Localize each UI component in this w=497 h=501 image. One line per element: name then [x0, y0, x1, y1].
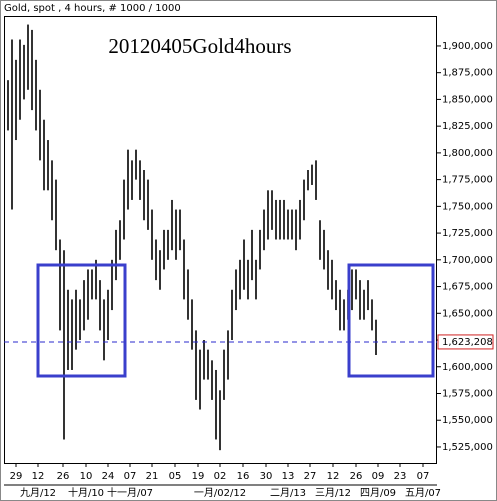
x-tick-label: 27: [304, 471, 317, 482]
y-tick-label: 1,825,000: [442, 121, 493, 132]
y-tick-label: 1,650,000: [442, 308, 493, 319]
month-label: 五月/07: [405, 487, 441, 499]
y-tick-label: 1,900,000: [442, 41, 493, 52]
x-tick-label: 19: [192, 471, 205, 482]
current-price-box: [437, 334, 494, 350]
y-tick-label: 1,575,000: [442, 388, 493, 399]
x-tick-label: 30: [260, 471, 273, 482]
y-tick-label: 1,850,000: [442, 94, 493, 105]
month-label: 十月/10: [68, 486, 104, 499]
y-tick-label: 1,775,000: [442, 175, 493, 186]
month-label: 十一月/07: [107, 486, 153, 499]
month-label: 一月/02/12: [194, 487, 246, 499]
y-tick-label: 1,600,000: [442, 362, 493, 373]
annotation: 20120405Gold4hours: [108, 34, 291, 58]
x-tick-label: 24: [102, 471, 115, 482]
y-tick-label: 1,525,000: [442, 442, 493, 453]
month-label: 四月/09: [360, 487, 396, 499]
x-tick-label: 12: [327, 471, 340, 482]
x-tick-label: 13: [282, 471, 295, 482]
current-price-label: 1,623,208: [442, 337, 493, 348]
x-tick-label: 26: [350, 471, 363, 482]
y-tick-label: 1,700,000: [442, 255, 493, 266]
month-label: 三月/12: [315, 487, 351, 499]
x-tick-label: 10: [80, 471, 93, 482]
highlight-box: [36, 263, 127, 378]
y-tick-label: 1,800,000: [442, 148, 493, 159]
highlight-box: [347, 263, 435, 378]
x-tick-label: 07: [417, 471, 430, 482]
y-tick-label: 1,875,000: [442, 68, 493, 79]
y-tick-label: 1,725,000: [442, 228, 493, 239]
x-tick-label: 21: [146, 471, 159, 482]
x-tick-label: 05: [169, 471, 182, 482]
x-tick-label: 29: [10, 471, 23, 482]
month-label: 九月/12: [20, 487, 56, 499]
x-tick-label: 09: [372, 471, 385, 482]
chart-header: Gold, spot , 4 hours, # 1000 / 1000: [4, 3, 181, 14]
y-tick-label: 1,675,000: [442, 282, 493, 293]
x-tick-label: 07: [124, 471, 137, 482]
x-tick-label: 23: [394, 471, 407, 482]
month-label: 二月/13: [270, 487, 306, 499]
y-tick-label: 1,550,000: [442, 415, 493, 426]
y-tick-label: 1,750,000: [442, 201, 493, 212]
x-tick-label: 16: [237, 471, 250, 482]
x-tick-label: 02: [214, 471, 227, 482]
x-tick-label: 12: [32, 471, 45, 482]
x-tick-label: 26: [57, 471, 70, 482]
